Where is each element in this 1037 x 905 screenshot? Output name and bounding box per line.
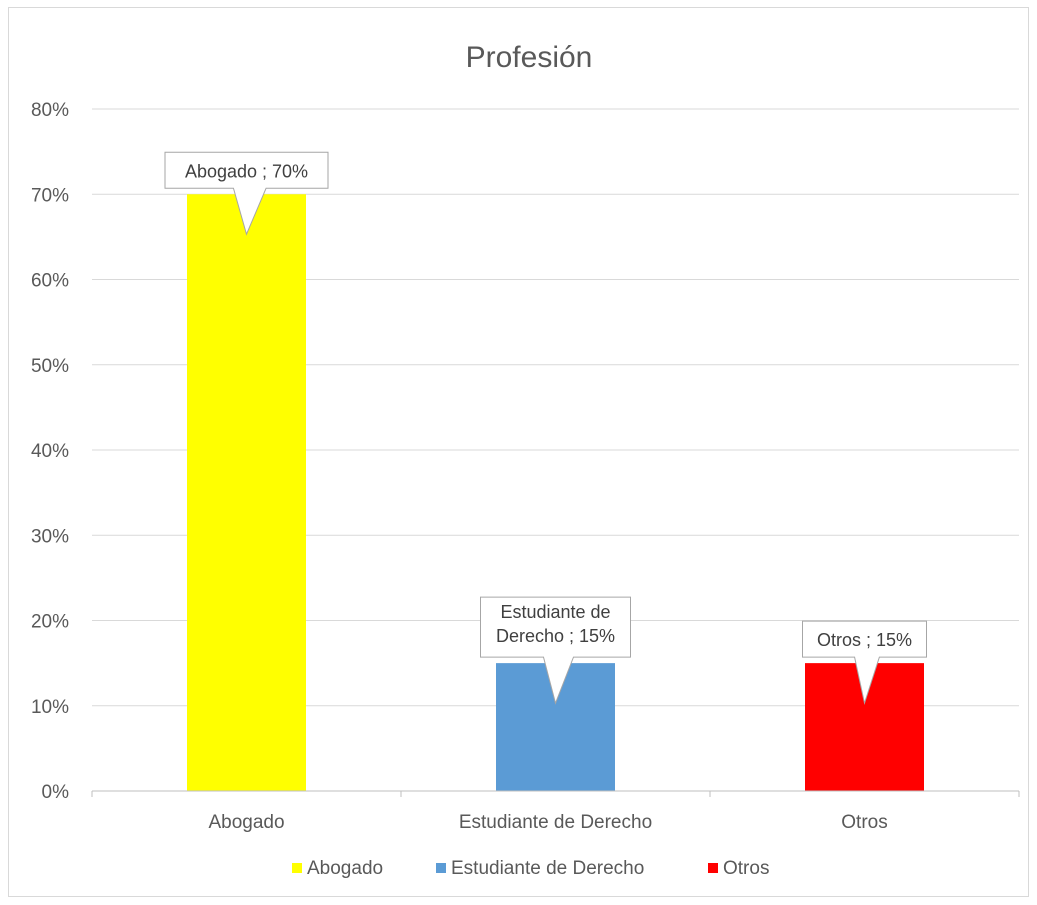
y-tick-label: 20% [31, 612, 69, 633]
bar-abogado [187, 194, 306, 791]
data-labels: Abogado ; 70% Estudiante de Derecho ; 15% O… [164, 151, 927, 706]
x-axis-ticks: Abogado Estudiante de Derecho Otros [208, 812, 887, 833]
y-tick-label: 60% [31, 271, 69, 292]
legend-swatch [436, 863, 446, 873]
y-tick-label: 80% [31, 100, 69, 121]
x-tick-label: Otros [841, 812, 887, 833]
x-tick-label: Estudiante de Derecho [459, 812, 652, 833]
data-label-text: Derecho ; 15% [496, 626, 615, 646]
legend: Abogado Estudiante de Derecho Otros [292, 858, 769, 879]
y-axis-ticks: 0% 10% 20% 30% 40% 50% 60% 70% 80% [31, 100, 69, 803]
y-tick-label: 10% [31, 697, 69, 718]
chart-container: Profesión 0% 10% 20% 30% 40% 50% 60% 70% 80% Abo… [8, 7, 1029, 897]
data-label-callout [802, 620, 927, 706]
legend-swatch [292, 863, 302, 873]
x-axis [91, 790, 1020, 797]
y-tick-label: 70% [31, 185, 69, 206]
y-tick-label: 50% [31, 356, 69, 377]
bars [187, 194, 924, 791]
y-tick-label: 30% [31, 526, 69, 547]
chart-title: Profesión [466, 41, 593, 74]
y-tick-label: 40% [31, 441, 69, 462]
data-label-text: Estudiante de [500, 602, 610, 622]
legend-swatch [708, 863, 718, 873]
y-tick-label: 0% [42, 782, 70, 803]
data-label-callout [164, 151, 329, 236]
legend-entry: Abogado [307, 858, 383, 879]
legend-entry: Estudiante de Derecho [451, 858, 644, 879]
bar-chart: Profesión 0% 10% 20% 30% 40% 50% 60% 70% 80% Abo… [31, 41, 1020, 879]
x-tick-label: Abogado [208, 812, 284, 833]
legend-entry: Otros [723, 858, 769, 879]
data-label-callout [480, 596, 631, 705]
data-label-text: Abogado ; 70% [185, 161, 308, 181]
data-label-text: Otros ; 15% [817, 630, 912, 650]
